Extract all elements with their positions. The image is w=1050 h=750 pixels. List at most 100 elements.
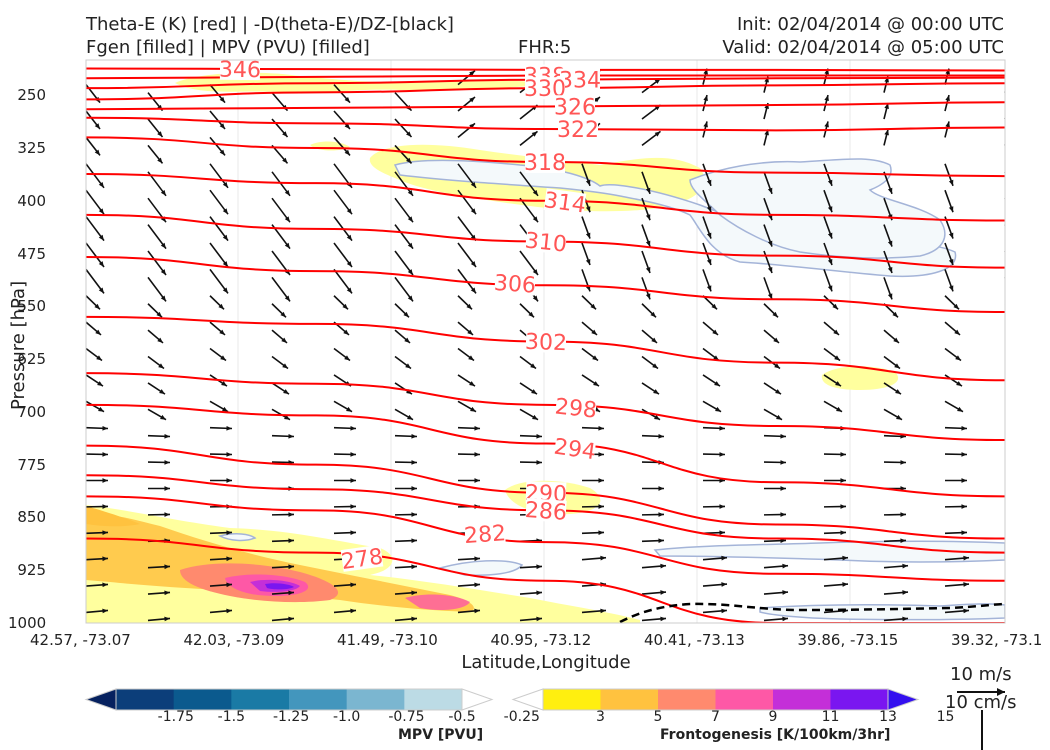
wind-vector-head — [884, 129, 889, 136]
contour-label-278: 278 — [340, 544, 385, 575]
wind-vector-head — [411, 433, 417, 439]
wind-vector-head — [961, 425, 967, 431]
contour-label-bg — [553, 434, 597, 463]
contour-label-310: 310 — [524, 228, 568, 257]
wind-vector-head — [945, 95, 950, 101]
colorbar-segment — [543, 689, 601, 710]
wind-vector-head — [660, 616, 666, 622]
wind-vector-head — [772, 311, 778, 318]
contour-label-bg — [525, 481, 567, 505]
wind-vector-head — [1016, 389, 1022, 394]
wind-vector-head — [102, 425, 108, 431]
wind-vector-head — [226, 556, 232, 562]
wind-vector-head — [164, 460, 170, 465]
colorbar-extend-left — [84, 688, 117, 711]
wind-vector-head — [407, 269, 413, 275]
wind-vector-head — [598, 504, 604, 509]
wind-vector-head — [164, 433, 170, 439]
wind-vector-head — [834, 355, 840, 361]
wind-vector-head — [1023, 590, 1029, 595]
filled-contours — [86, 72, 1005, 623]
wind-vector-head — [957, 406, 963, 412]
wind-vector-head — [98, 287, 104, 294]
wind-vector-head — [775, 389, 781, 395]
wind-vector — [1004, 593, 1005, 595]
wind-vector-head — [721, 555, 727, 561]
wind-vector-head — [1023, 564, 1029, 569]
wind-vector-head — [645, 214, 651, 221]
wind-vector-head — [948, 258, 954, 265]
wind-vector-head — [1021, 512, 1027, 517]
wind-vector-head — [474, 556, 480, 562]
wind-vector-head — [887, 266, 893, 273]
wind-vector-head — [350, 452, 356, 457]
wind-vector-head — [585, 258, 591, 265]
wind-vector-head — [948, 232, 954, 239]
contour-label-322: 322 — [557, 118, 599, 143]
wind-vector-head — [645, 240, 651, 247]
wind-vector-head — [470, 261, 476, 267]
wind-vector-head — [160, 295, 166, 302]
contour-label-318: 318 — [524, 151, 566, 176]
wind-vector-head — [1023, 617, 1029, 622]
wind-vector-head — [222, 208, 228, 215]
mpv-fill-lower-left — [217, 533, 257, 542]
wind-vector — [1004, 277, 1005, 280]
wind-vector-head — [219, 149, 225, 156]
wind-vector-head — [288, 590, 294, 596]
wind-vector-head — [598, 478, 604, 483]
wind-vector-head — [102, 530, 108, 536]
y-tick-label: 925 — [17, 561, 46, 580]
wind-vector-head — [102, 478, 108, 483]
x-tick-label: 39.86, -73.15 — [797, 631, 899, 649]
wind-vector-head — [645, 266, 651, 273]
wind-vector-head — [157, 337, 163, 343]
wind-vector-head — [160, 269, 166, 275]
contour-label-bg — [554, 394, 598, 421]
wind-vector-head — [824, 95, 829, 101]
wind-vector-head — [102, 504, 108, 509]
wind-vector — [1004, 330, 1005, 332]
theta-e-contour-306 — [86, 256, 1005, 313]
contour-label-306: 306 — [493, 271, 537, 299]
init-time: Init: 02/04/2014 @ 00:00 UTC — [736, 14, 1004, 35]
wind-vector-head — [654, 131, 661, 137]
wind-vector-head — [706, 285, 712, 292]
wind-vector-head — [598, 425, 604, 431]
wind-vector-head — [963, 608, 969, 614]
wind-vector-head — [350, 478, 356, 483]
x-tick-label: 42.57, -73.07 — [30, 631, 131, 649]
u-scale-arrow-head — [997, 688, 1005, 696]
colorbar-segment — [773, 689, 831, 710]
wind-vector-head — [222, 406, 228, 412]
colorbar-tick: -0.25 — [503, 709, 540, 725]
y-tick-label: 700 — [17, 402, 46, 421]
y-tick-label: 475 — [17, 244, 46, 263]
wind-vector-head — [221, 381, 227, 387]
wind-vector-head — [827, 179, 833, 186]
wind-vector — [1004, 356, 1005, 358]
wind-vector-head — [835, 381, 841, 387]
contour-label-bg — [525, 498, 567, 523]
wind-vector-head — [343, 329, 349, 335]
wind-vector-head — [598, 452, 604, 457]
wind-vector-head — [160, 414, 166, 420]
wind-vector-head — [773, 337, 779, 343]
wind-vector-head — [1005, 103, 1010, 109]
wind-vector-head — [1009, 188, 1013, 194]
wind-vector-head — [706, 206, 712, 213]
wind-vector-head — [160, 242, 166, 249]
wind-vector-head — [593, 381, 599, 387]
wind-vector-head — [714, 381, 720, 387]
wind-vector-head — [531, 131, 538, 137]
fgen-fill-lower-6 — [265, 583, 294, 590]
wind-vector-head — [222, 234, 228, 241]
wind-vector-head — [598, 530, 604, 536]
wind-vector-head — [283, 389, 289, 395]
wind-vector-head — [1013, 312, 1019, 318]
wind-vector-head — [226, 530, 232, 536]
wind-vector-head — [469, 70, 475, 76]
contour-label-bg — [340, 544, 384, 572]
wind-vector-head — [585, 179, 591, 186]
wind-vector-head — [827, 206, 833, 213]
